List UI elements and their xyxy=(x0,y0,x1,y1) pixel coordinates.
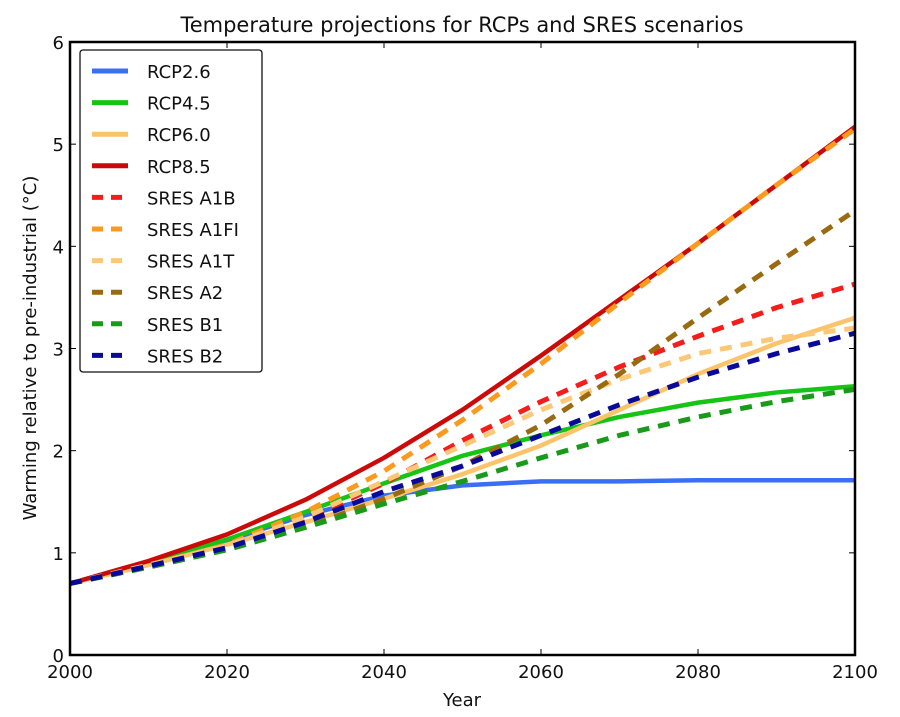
x-tick-label: 2020 xyxy=(204,662,250,683)
chart-title: Temperature projections for RCPs and SRE… xyxy=(179,13,743,37)
y-tick-label: 1 xyxy=(53,544,64,565)
series-line-sres-b2 xyxy=(69,330,856,586)
y-tick-label: 0 xyxy=(53,646,64,667)
y-axis-label: Warming relative to pre-industrial (°C) xyxy=(20,176,41,521)
legend-label: SRES B1 xyxy=(147,315,223,336)
y-tick-label: 3 xyxy=(53,340,64,361)
legend-label: RCP2.6 xyxy=(147,62,211,83)
series-line-rcp2-6 xyxy=(69,478,855,586)
legend-label: SRES A2 xyxy=(147,283,223,304)
legend-label: RCP4.5 xyxy=(147,94,211,115)
plot-frame xyxy=(68,40,857,657)
legend-label: RCP6.0 xyxy=(147,125,211,146)
x-tick-label: 2000 xyxy=(47,662,93,683)
y-tick-label: 4 xyxy=(53,237,64,258)
legend-label: SRES B2 xyxy=(147,346,223,367)
legend-box xyxy=(79,49,263,373)
legend-label: RCP8.5 xyxy=(147,157,211,178)
legend-label: SRES A1B xyxy=(147,188,236,209)
y-tick-label: 5 xyxy=(53,135,64,156)
legend-label: SRES A1FI xyxy=(147,220,239,241)
x-tick-label: 2080 xyxy=(675,662,721,683)
legend-label: SRES A1T xyxy=(147,252,235,273)
x-tick-label: 2100 xyxy=(832,662,878,683)
x-axis-label: Year xyxy=(442,690,482,711)
x-tick-label: 2060 xyxy=(518,662,564,683)
series-line-rcp4-5 xyxy=(69,384,856,586)
y-tick-label: 6 xyxy=(53,33,64,54)
x-tick-label: 2040 xyxy=(361,662,407,683)
y-tick-label: 2 xyxy=(53,442,64,463)
legend: RCP2.6 RCP4.5 RCP6.0 RCP8.5 SRES A1B SRES A1F… xyxy=(79,49,263,373)
